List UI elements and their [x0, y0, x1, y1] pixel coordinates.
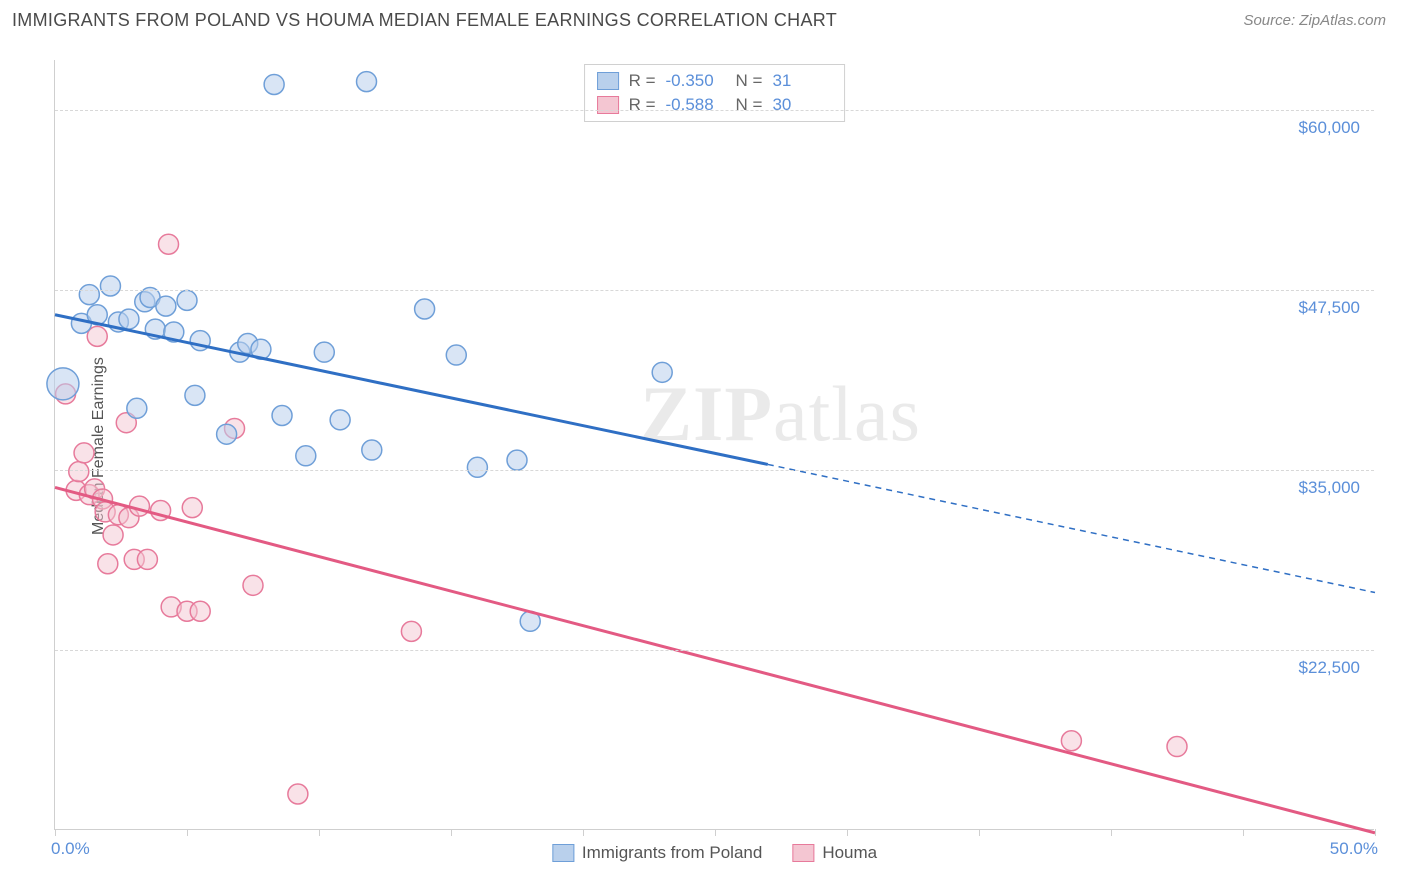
- data-point: [119, 309, 139, 329]
- legend-stats: R = -0.350 N = 31 R = -0.588 N = 30: [584, 64, 846, 122]
- legend-label: Houma: [822, 843, 877, 863]
- data-point: [330, 410, 350, 430]
- data-point: [507, 450, 527, 470]
- legend-swatch-icon: [597, 72, 619, 90]
- n-label: N =: [736, 95, 763, 115]
- legend-series: Immigrants from Poland Houma: [552, 843, 877, 863]
- x-axis-min-label: 0.0%: [51, 839, 90, 859]
- data-point: [272, 405, 292, 425]
- x-tick: [1111, 829, 1112, 836]
- data-point: [1167, 737, 1187, 757]
- trend-line: [55, 487, 1375, 832]
- chart-title: IMMIGRANTS FROM POLAND VS HOUMA MEDIAN F…: [12, 10, 837, 31]
- x-tick: [187, 829, 188, 836]
- x-axis-max-label: 50.0%: [1330, 839, 1378, 859]
- gridline: [55, 650, 1374, 651]
- data-point: [296, 446, 316, 466]
- trend-line-dashed: [768, 464, 1375, 592]
- x-tick: [583, 829, 584, 836]
- x-tick: [847, 829, 848, 836]
- data-point: [357, 72, 377, 92]
- r-label: R =: [629, 95, 656, 115]
- data-point: [129, 496, 149, 516]
- legend-stats-row: R = -0.588 N = 30: [597, 93, 833, 117]
- r-value: -0.350: [666, 71, 726, 91]
- legend-stats-row: R = -0.350 N = 31: [597, 69, 833, 93]
- data-point: [446, 345, 466, 365]
- data-point: [103, 525, 123, 545]
- chart-header: IMMIGRANTS FROM POLAND VS HOUMA MEDIAN F…: [0, 0, 1406, 35]
- y-tick-label: $60,000: [1299, 118, 1360, 138]
- gridline: [55, 110, 1374, 111]
- trend-line: [55, 315, 768, 465]
- data-point: [314, 342, 334, 362]
- data-point: [98, 554, 118, 574]
- x-tick: [451, 829, 452, 836]
- n-value: 30: [772, 95, 832, 115]
- data-point: [652, 362, 672, 382]
- source-attribution: Source: ZipAtlas.com: [1243, 12, 1386, 29]
- plot-area: ZIPatlas R = -0.350 N = 31 R = -0.588 N …: [54, 60, 1374, 830]
- gridline: [55, 470, 1374, 471]
- gridline: [55, 290, 1374, 291]
- legend-swatch-icon: [792, 844, 814, 862]
- data-point: [74, 443, 94, 463]
- r-value: -0.588: [666, 95, 726, 115]
- x-tick: [979, 829, 980, 836]
- data-point: [467, 457, 487, 477]
- data-point: [190, 601, 210, 621]
- data-point: [217, 424, 237, 444]
- data-point: [127, 398, 147, 418]
- x-tick: [55, 829, 56, 836]
- data-point: [401, 621, 421, 641]
- legend-item: Houma: [792, 843, 877, 863]
- x-tick: [1243, 829, 1244, 836]
- legend-item: Immigrants from Poland: [552, 843, 762, 863]
- data-point: [415, 299, 435, 319]
- data-point: [156, 296, 176, 316]
- data-point: [288, 784, 308, 804]
- data-point: [79, 285, 99, 305]
- x-tick: [319, 829, 320, 836]
- data-point: [137, 549, 157, 569]
- data-point: [1061, 731, 1081, 751]
- data-point: [100, 276, 120, 296]
- y-tick-label: $35,000: [1299, 478, 1360, 498]
- data-point: [177, 290, 197, 310]
- n-label: N =: [736, 71, 763, 91]
- legend-label: Immigrants from Poland: [582, 843, 762, 863]
- data-point: [69, 462, 89, 482]
- legend-swatch-icon: [552, 844, 574, 862]
- y-tick-label: $47,500: [1299, 298, 1360, 318]
- data-point: [264, 74, 284, 94]
- x-tick: [1375, 829, 1376, 836]
- data-point: [47, 368, 79, 400]
- r-label: R =: [629, 71, 656, 91]
- data-point: [362, 440, 382, 460]
- y-tick-label: $22,500: [1299, 658, 1360, 678]
- x-tick: [715, 829, 716, 836]
- data-point: [159, 234, 179, 254]
- scatter-svg: [55, 60, 1374, 829]
- data-point: [243, 575, 263, 595]
- data-point: [185, 385, 205, 405]
- data-point: [182, 498, 202, 518]
- n-value: 31: [772, 71, 832, 91]
